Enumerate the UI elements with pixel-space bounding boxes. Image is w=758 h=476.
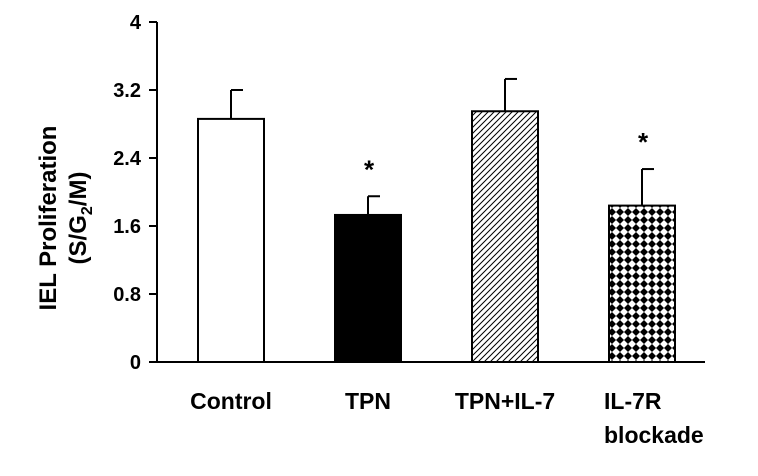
x-axis-labels: Control TPN TPN+IL-7 IL-7R blockade [190,388,704,448]
y-axis-label-line2: (S/G2/M) [65,172,96,265]
bar-tpn [334,213,402,363]
significance-marker-il-7r-blockade: * [638,127,649,157]
y-tick-label-1: 0.8 [113,284,141,306]
x-label-il-7r-blockade-line1: IL-7R [604,388,662,414]
bar-control [197,117,265,364]
y-tick-label-5: 4 [130,12,142,34]
x-label-control: Control [190,388,272,414]
y-axis-label: IEL Proliferation (S/G2/M) [35,126,96,311]
x-label-tpn-il-7: TPN+IL-7 [455,388,555,414]
y-tick-label-3: 2.4 [113,148,142,170]
y-tick-label-0: 0 [130,352,141,374]
y-tick-label-4: 3.2 [113,80,141,102]
bar-tpn-il-7 [471,110,539,363]
y-axis-label-line1: IEL Proliferation [35,126,62,311]
x-label-tpn: TPN [345,388,391,414]
bar-il-7r-blockade [608,204,676,363]
significance-marker-tpn: * [364,154,375,184]
bars: ** [197,77,676,364]
x-label-il-7r-blockade-line2: blockade [604,422,704,448]
y-tick-label-2: 1.6 [113,216,141,238]
